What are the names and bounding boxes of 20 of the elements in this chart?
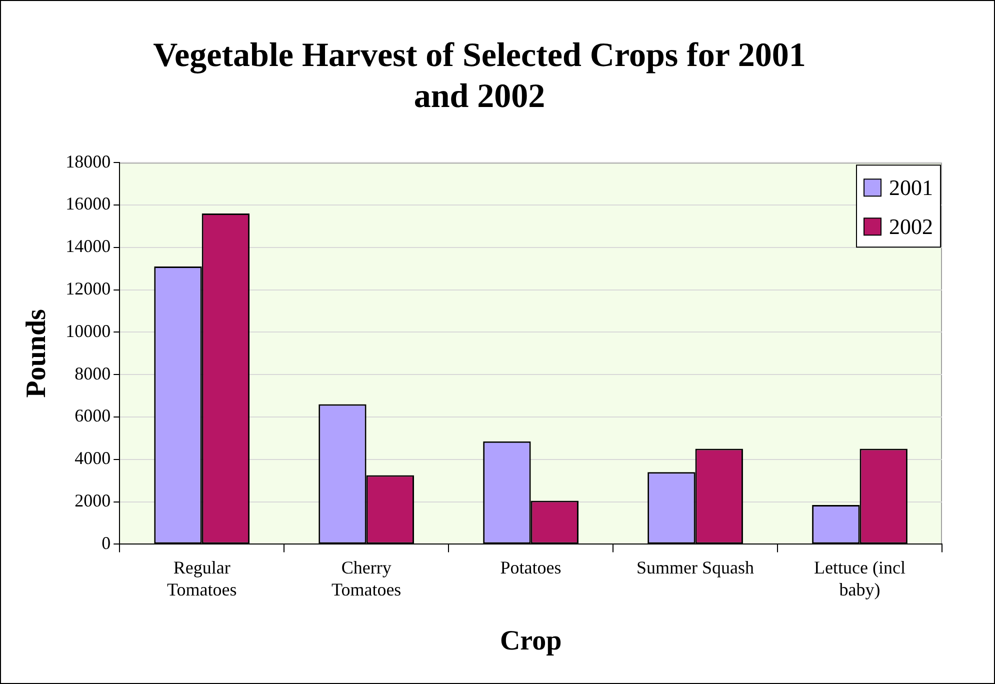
legend-label: 2001 <box>889 174 933 200</box>
x-tick-label: Regular Tomatoes <box>166 558 237 600</box>
chart-title: Vegetable Harvest of Selected Crops for 2001 and 2002 <box>153 37 806 115</box>
y-tick-label: 12000 <box>66 278 111 299</box>
y-tick-label: 4000 <box>74 448 111 468</box>
y-tick-label: 14000 <box>66 236 111 256</box>
x-tick-label: Potatoes <box>500 558 562 578</box>
x-tick-label: Lettuce (incl baby) <box>814 558 906 600</box>
y-tick-label: 18000 <box>66 151 111 172</box>
y-tick-label: 16000 <box>66 194 111 214</box>
x-tick-label: Cherry Tomatoes <box>331 558 402 600</box>
y-tick-label: 8000 <box>74 363 111 384</box>
y-tick-label: 0 <box>102 532 111 553</box>
y-tick-label: 2000 <box>74 490 111 511</box>
legend-label: 2002 <box>889 214 933 239</box>
y-axis-title: Pounds <box>21 308 52 398</box>
x-tick-label: Summer Squash <box>636 558 754 578</box>
y-tick-label: 10000 <box>66 320 111 341</box>
x-axis-title: Crop <box>500 625 562 656</box>
y-tick-label: 6000 <box>74 406 111 426</box>
